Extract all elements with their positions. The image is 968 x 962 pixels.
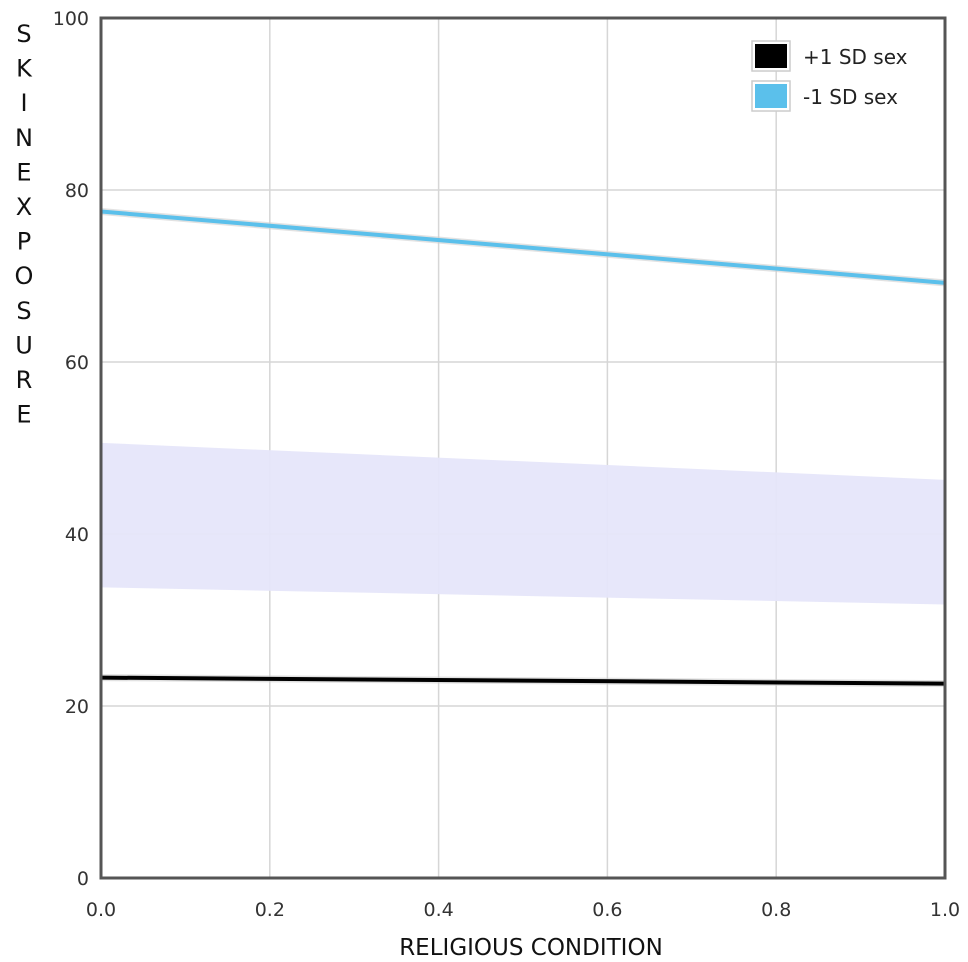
y-axis-title-letter: E — [16, 401, 31, 429]
y-tick-label: 100 — [53, 8, 89, 30]
y-tick-label: 60 — [65, 352, 89, 374]
x-tick-label: 0.4 — [423, 899, 453, 921]
y-tick-labels: 0 20 40 60 80 100 — [53, 8, 89, 890]
y-axis-title-letter: R — [16, 366, 33, 394]
y-axis-title-letter: K — [16, 55, 33, 83]
grid-lines — [100, 17, 946, 879]
y-axis-title-letter: S — [16, 20, 31, 48]
x-tick-label: 0.6 — [592, 899, 622, 921]
legend-label: -1 SD sex — [803, 85, 898, 109]
y-axis-title-letter: E — [16, 158, 31, 186]
legend-swatch — [755, 84, 787, 108]
y-axis-title-letter: S — [16, 297, 31, 325]
confidence-band-layer — [101, 442, 945, 605]
y-tick-label: 20 — [65, 696, 89, 718]
y-tick-label: 0 — [77, 868, 89, 890]
y-axis-title-letter: I — [20, 89, 27, 117]
legend-swatch — [755, 44, 787, 68]
x-tick-label: 0.2 — [255, 899, 285, 921]
y-axis-title-letter: X — [16, 193, 32, 221]
y-tick-label: 80 — [65, 180, 89, 202]
plot-frame — [99, 16, 947, 880]
x-tick-label: 1.0 — [930, 899, 960, 921]
series-line-plus-1-sd — [100, 675, 946, 686]
x-tick-labels: 0.0 0.2 0.4 0.6 0.8 1.0 — [86, 899, 960, 921]
x-tick-label: 0.8 — [761, 899, 791, 921]
y-axis-title-letter: P — [17, 228, 31, 256]
y-axis-title-letter: N — [15, 124, 33, 152]
y-axis-title-letter: U — [15, 331, 33, 359]
y-tick-label: 40 — [65, 524, 89, 546]
series-line-minus-1-sd — [100, 209, 946, 285]
confidence-band — [101, 442, 945, 605]
legend-label: +1 SD sex — [803, 45, 908, 69]
legend: +1 SD sex -1 SD sex — [751, 40, 908, 112]
x-tick-label: 0.0 — [86, 899, 116, 921]
series-layer — [100, 208, 946, 688]
x-axis-title: RELIGIOUS CONDITION — [399, 935, 663, 961]
y-axis-title-letter: O — [15, 262, 34, 290]
